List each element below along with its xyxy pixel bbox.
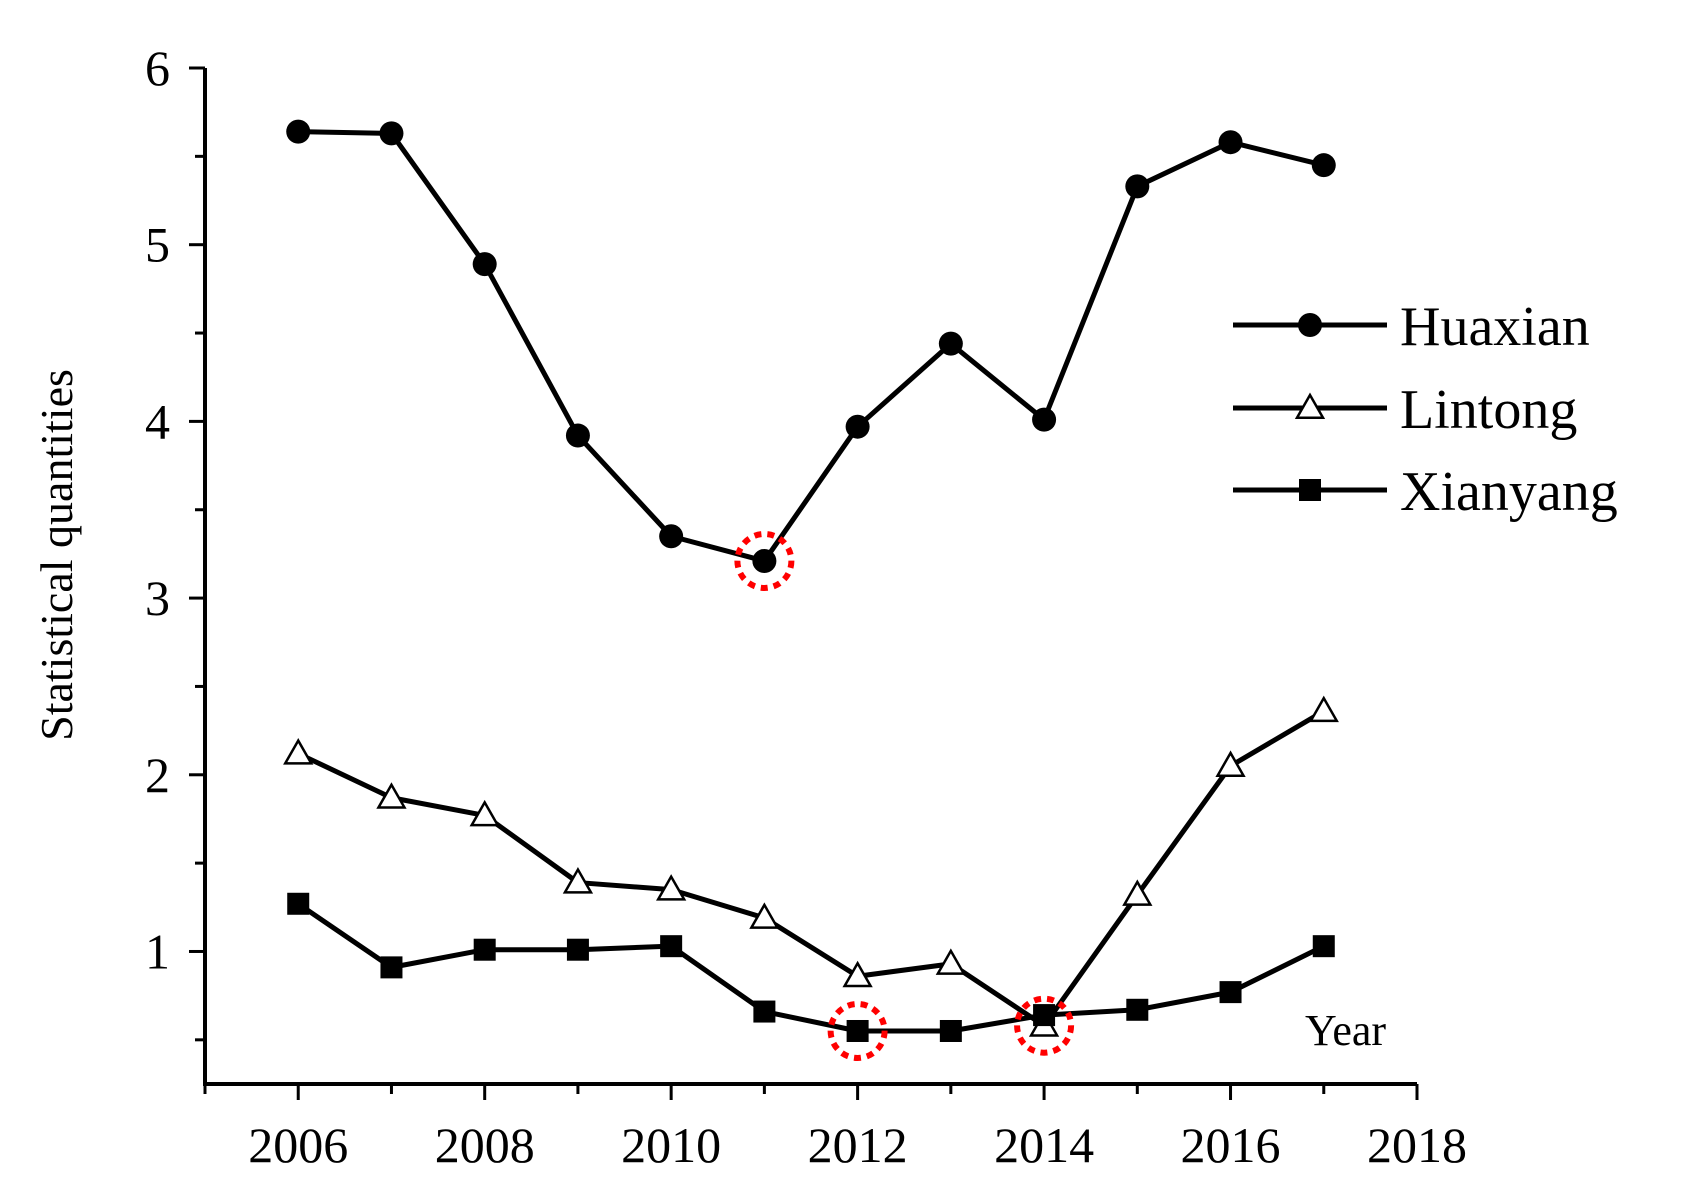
series-line-huaxian bbox=[298, 129, 1325, 564]
data-point-huaxian bbox=[1032, 407, 1057, 432]
series-line-xianyang bbox=[296, 901, 1325, 1034]
series-xianyang bbox=[287, 892, 1335, 1042]
data-point-xianyang bbox=[1312, 935, 1335, 958]
data-point-xianyang bbox=[1219, 981, 1242, 1004]
x-tick-label: 2018 bbox=[1367, 1117, 1467, 1173]
data-point-lintong bbox=[376, 782, 407, 809]
data-point-lintong bbox=[655, 874, 687, 901]
axes: 2006 2008 2010 2012 2014 2016 2018 1 2 3 4 5 6 bbox=[145, 40, 1467, 1173]
data-point-huaxian bbox=[938, 331, 963, 356]
data-point-huaxian bbox=[1311, 153, 1336, 178]
highlight-circle bbox=[827, 1000, 888, 1061]
data-point-huaxian bbox=[565, 423, 590, 448]
data-point-huaxian bbox=[659, 524, 684, 549]
data-point-xianyang bbox=[1033, 1004, 1056, 1027]
legend-marker-lintong bbox=[1294, 392, 1326, 419]
highlight-circle bbox=[1014, 995, 1075, 1056]
data-point-lintong bbox=[283, 738, 314, 765]
data-point-huaxian bbox=[752, 548, 777, 573]
legend-marker-xianyang bbox=[1299, 479, 1321, 501]
y-tick-label: 1 bbox=[145, 923, 170, 979]
data-point-lintong bbox=[1308, 695, 1339, 723]
y-tick-label: 2 bbox=[145, 747, 170, 803]
data-point-lintong bbox=[1215, 750, 1246, 777]
data-point-xianyang bbox=[846, 1019, 869, 1042]
x-tick-label: 2014 bbox=[994, 1117, 1094, 1173]
highlight-circle bbox=[734, 530, 795, 591]
data-point-xianyang bbox=[1126, 998, 1149, 1021]
highlight-layer bbox=[734, 530, 1075, 1061]
data-point-xianyang bbox=[380, 956, 403, 979]
x-axis-title: Year bbox=[1305, 1006, 1386, 1055]
legend-label-lintong: Lintong bbox=[1400, 379, 1577, 441]
data-point-lintong bbox=[842, 960, 873, 988]
data-point-xianyang bbox=[660, 935, 683, 958]
data-point-xianyang bbox=[566, 938, 589, 961]
x-tick-label: 2010 bbox=[621, 1117, 721, 1173]
y-tick-label: 3 bbox=[145, 570, 170, 626]
series-line-lintong bbox=[297, 709, 1326, 1029]
data-point-huaxian bbox=[379, 121, 404, 146]
x-tick-label: 2008 bbox=[435, 1117, 535, 1173]
y-tick-label: 6 bbox=[145, 40, 170, 96]
x-tick-label: 2006 bbox=[248, 1117, 348, 1173]
y-tick-label: 5 bbox=[145, 217, 170, 273]
data-point-xianyang bbox=[753, 1000, 776, 1023]
data-point-xianyang bbox=[287, 892, 310, 915]
data-point-lintong bbox=[749, 902, 780, 929]
x-tick-label: 2016 bbox=[1181, 1117, 1281, 1173]
data-point-huaxian bbox=[472, 252, 497, 277]
data-point-lintong bbox=[562, 867, 594, 894]
data-point-huaxian bbox=[286, 119, 311, 144]
legend: Huaxian Lintong Xianyang bbox=[1233, 296, 1618, 523]
data-point-huaxian bbox=[1125, 174, 1150, 199]
legend-label-xianyang: Xianyang bbox=[1400, 461, 1618, 523]
data-point-lintong bbox=[935, 948, 967, 975]
data-point-xianyang bbox=[939, 1019, 962, 1042]
series-lintong bbox=[283, 695, 1339, 1037]
y-tick-label: 4 bbox=[145, 393, 170, 449]
data-point-huaxian bbox=[845, 414, 870, 439]
data-point-xianyang bbox=[473, 938, 496, 961]
y-axis-title: Statistical quantities bbox=[31, 369, 82, 741]
data-point-lintong bbox=[469, 799, 500, 827]
series-huaxian bbox=[286, 119, 1336, 573]
legend-marker-huaxian bbox=[1298, 313, 1322, 337]
x-tick-label: 2012 bbox=[808, 1117, 908, 1173]
series-layer bbox=[283, 119, 1339, 1042]
data-point-huaxian bbox=[1218, 130, 1243, 155]
legend-label-huaxian: Huaxian bbox=[1400, 296, 1590, 358]
data-point-lintong bbox=[1122, 879, 1153, 906]
